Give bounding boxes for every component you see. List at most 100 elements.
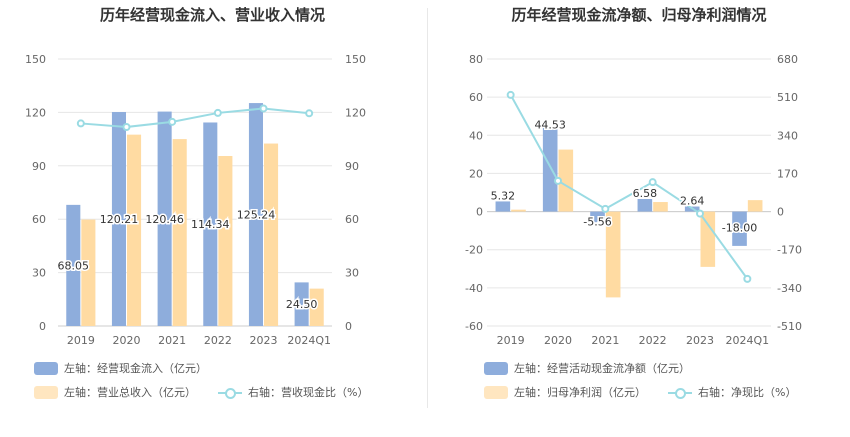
bar: [111, 112, 126, 326]
x-tick-label: 2024Q1: [287, 334, 331, 347]
ratio-point: [213, 108, 222, 117]
legend-swatch-yellow: [34, 385, 58, 399]
y-tick-label-left: 60: [32, 213, 46, 226]
bar-data-label: 125.24: [237, 209, 276, 222]
legend-label: 右轴：营收现金比（%）: [248, 386, 369, 399]
bar: [590, 211, 605, 223]
chart-netcash-profit: -60 -40 -20 0 20 40 60 80 -510 -340 -170 0 170 340 510…: [465, 53, 802, 347]
y-tick-label-right: 120: [345, 106, 366, 119]
y-tick-label-right: 150: [345, 53, 366, 66]
x-tick-label: 2023: [686, 334, 714, 347]
bar: [653, 202, 668, 212]
y-tick-label-left: 40: [469, 129, 483, 142]
y-tick-label-right: 90: [345, 160, 359, 173]
y-tick-label-right: -170: [777, 244, 802, 257]
legend-label: 左轴：归母净利润（亿元）: [514, 386, 646, 399]
y-tick-label-right: -510: [777, 320, 802, 333]
legend-swatch-yellow: [484, 385, 508, 399]
y-tick-label-left: 150: [25, 53, 46, 66]
bar-data-label: 5.32: [491, 189, 516, 202]
y-tick-label-left: -60: [465, 320, 483, 333]
y-tick-label-left: 90: [32, 160, 46, 173]
ratio-line: [80, 107, 310, 129]
y-tick-label-left: -20: [465, 244, 483, 257]
y-tick-label-right: 30: [345, 267, 359, 280]
bar-data-label: -18.00: [722, 222, 757, 235]
y-tick-label-left: 0: [39, 320, 46, 333]
x-tick-label: 2019: [67, 334, 95, 347]
y-tick-label-left: 30: [32, 267, 46, 280]
y-tick-label-left: 60: [469, 91, 483, 104]
y-tick-label-left: 80: [469, 53, 483, 66]
bar: [218, 156, 233, 326]
bar-data-label: 68.05: [58, 259, 90, 272]
legend-item-net-cash[interactable]: 左轴：经营活动现金流净额（亿元）: [484, 360, 690, 376]
y-tick-label-right: 170: [777, 167, 798, 180]
bar: [264, 143, 279, 326]
bar: [700, 211, 716, 267]
bar-data-label: -5.56: [583, 216, 611, 229]
bar: [732, 211, 747, 246]
legend-label: 右轴：净现比（%）: [698, 386, 797, 399]
panel-divider: [427, 8, 428, 408]
bar: [203, 122, 218, 327]
legend-label: 左轴：经营活动现金流净额（亿元）: [514, 362, 690, 375]
legend-swatch-blue: [484, 361, 508, 375]
x-tick-label: 2020: [113, 334, 141, 347]
bar: [309, 288, 324, 326]
bar: [248, 103, 263, 326]
ratio-point: [506, 90, 515, 99]
bar-data-label: 6.58: [633, 187, 658, 200]
ratio-point: [554, 176, 562, 185]
legend-item-cash-inflow[interactable]: 左轴：经营现金流入（亿元）: [34, 360, 207, 376]
bar: [495, 201, 511, 212]
x-tick-label: 2020: [544, 334, 572, 347]
legend-swatch-line: [668, 386, 692, 399]
bar: [637, 199, 653, 212]
bar: [81, 219, 96, 326]
bar: [542, 126, 558, 212]
x-tick-label: 2021: [591, 334, 619, 347]
bar: [157, 111, 172, 326]
legend-item-cash-ratio[interactable]: 右轴：营收现金比（%）: [218, 384, 368, 400]
legend-item-revenue[interactable]: 左轴：营业总收入（亿元）: [34, 384, 196, 400]
x-tick-label: 2024Q1: [726, 334, 770, 347]
ratio-point: [648, 178, 657, 187]
bar-data-label: 120.46: [145, 213, 184, 226]
legend-item-net-profit[interactable]: 左轴：归母净利润（亿元）: [484, 384, 646, 400]
y-tick-label-right: 510: [777, 91, 798, 104]
legend-item-net-cash-ratio[interactable]: 右轴：净现比（%）: [668, 384, 796, 400]
legend-swatch-line: [218, 386, 242, 399]
bar: [127, 134, 142, 326]
y-tick-label-left: -40: [465, 282, 483, 295]
x-tick-label: 2021: [158, 334, 186, 347]
bar: [511, 209, 526, 212]
bar: [605, 211, 621, 298]
y-tick-label-right: 0: [777, 206, 784, 219]
legend-label: 左轴：经营现金流入（亿元）: [64, 362, 207, 375]
bar-data-label: 114.34: [191, 218, 230, 231]
bar: [294, 282, 309, 326]
chart-title-right: 历年经营现金流净额、归母净利润情况: [511, 6, 767, 24]
x-tick-label: 2019: [497, 334, 525, 347]
x-tick-label: 2022: [204, 334, 232, 347]
ratio-point: [168, 117, 177, 126]
ratio-point: [743, 274, 752, 283]
bar-data-label: 120.21: [100, 213, 139, 226]
x-tick-label: 2023: [250, 334, 278, 347]
bar-data-label: 24.50: [286, 298, 318, 311]
legend-swatch-blue: [34, 361, 58, 375]
bar: [747, 200, 763, 212]
y-tick-label-right: 0: [345, 320, 352, 333]
y-tick-label-right: 680: [777, 53, 798, 66]
y-tick-label-left: 120: [25, 106, 46, 119]
y-tick-label-left: 20: [469, 167, 483, 180]
ratio-point: [305, 109, 314, 118]
chart-title-left: 历年经营现金流入、营业收入情况: [99, 6, 325, 24]
bar: [558, 149, 574, 212]
ratio-point: [122, 122, 131, 131]
bar: [66, 204, 81, 326]
ratio-point: [696, 209, 704, 218]
y-tick-label-right: -340: [777, 282, 802, 295]
y-tick-label-right: 60: [345, 213, 359, 226]
